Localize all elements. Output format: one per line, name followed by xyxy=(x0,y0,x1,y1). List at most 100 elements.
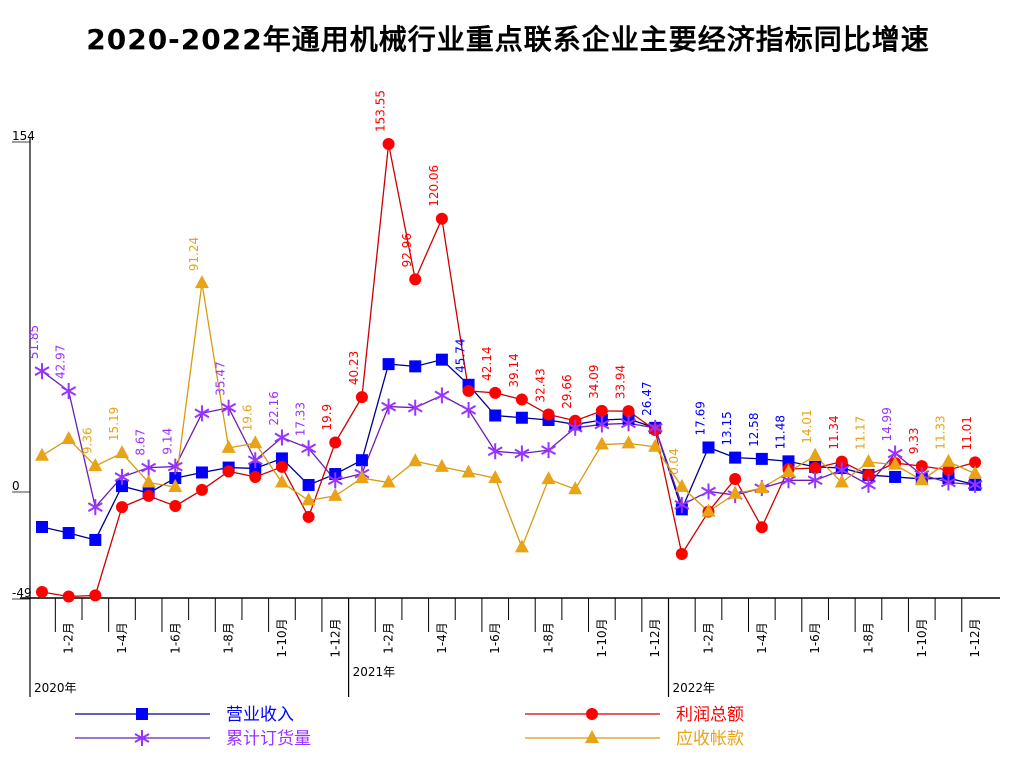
data-label: 29.66 xyxy=(560,374,574,408)
data-point-3 xyxy=(568,481,583,495)
x-tick-label: 1-2月 xyxy=(702,622,716,654)
data-point-1 xyxy=(115,501,128,514)
data-point-0 xyxy=(702,441,715,454)
data-point-0 xyxy=(275,452,288,465)
data-label: 12.58 xyxy=(747,413,761,447)
data-label: 34.09 xyxy=(587,364,601,398)
data-label: 39.14 xyxy=(507,353,521,387)
data-point-2 xyxy=(247,452,263,469)
data-label: 17.69 xyxy=(694,401,708,435)
data-point-1 xyxy=(275,460,288,473)
x-tick-label: 1-6月 xyxy=(168,622,182,654)
x-tick-label: 1-4月 xyxy=(435,622,449,654)
legend-marker xyxy=(585,730,599,743)
data-point-1 xyxy=(622,405,635,418)
data-label: 35.47 xyxy=(214,361,228,395)
data-point-1 xyxy=(755,521,768,534)
data-point-3 xyxy=(168,479,183,492)
x-tick-label: 1-12月 xyxy=(968,618,982,657)
data-label: 11.33 xyxy=(933,415,947,449)
x-tick-label: 1-2月 xyxy=(382,622,396,654)
data-point-1 xyxy=(195,483,208,496)
data-point-3 xyxy=(274,474,289,488)
data-point-1 xyxy=(515,393,528,406)
data-point-0 xyxy=(195,466,208,479)
data-label: 11.17 xyxy=(853,416,867,450)
x-tick-label: 1-6月 xyxy=(488,622,502,654)
data-label: 26.47 xyxy=(640,382,654,416)
x-tick-label: 1-8月 xyxy=(542,622,556,654)
data-point-3 xyxy=(114,445,129,459)
data-label: 9.14 xyxy=(160,428,174,455)
data-point-3 xyxy=(488,470,503,484)
data-point-2 xyxy=(647,419,663,436)
data-point-1 xyxy=(915,460,928,473)
data-point-2 xyxy=(860,476,876,493)
data-point-0 xyxy=(889,470,902,483)
legend-label: 累计订货量 xyxy=(226,729,311,749)
x-tick-label: 1-10月 xyxy=(595,618,609,657)
legend-marker xyxy=(136,708,148,720)
legend-marker xyxy=(586,708,598,720)
data-point-3 xyxy=(968,465,983,479)
data-point-3 xyxy=(248,435,263,449)
data-point-1 xyxy=(969,456,982,469)
data-point-1 xyxy=(302,510,315,523)
data-point-1 xyxy=(62,590,75,603)
data-point-1 xyxy=(462,384,475,397)
data-point-3 xyxy=(728,485,743,499)
data-point-0 xyxy=(115,480,128,493)
data-label: 11.01 xyxy=(960,416,974,450)
x-tick-label: 1-8月 xyxy=(861,622,875,654)
data-label: 120.06 xyxy=(427,165,441,207)
data-label: 9.33 xyxy=(907,427,921,454)
data-label: 40.23 xyxy=(347,351,361,385)
data-point-0 xyxy=(409,360,422,373)
x-tick-label: 1-4月 xyxy=(115,622,129,654)
data-point-3 xyxy=(861,454,876,468)
data-label: 42.14 xyxy=(480,346,494,380)
data-point-1 xyxy=(862,468,875,481)
data-label: 15.19 xyxy=(107,407,121,441)
data-point-3 xyxy=(354,470,369,484)
data-point-3 xyxy=(434,458,449,472)
data-label: 45.74 xyxy=(454,338,468,372)
data-point-1 xyxy=(435,212,448,225)
data-point-3 xyxy=(221,439,236,453)
x-tick-label: 1-12月 xyxy=(328,618,342,657)
data-point-3 xyxy=(834,474,849,488)
data-point-3 xyxy=(594,436,609,450)
data-point-1 xyxy=(249,470,262,483)
data-label: 11.48 xyxy=(773,415,787,449)
data-point-2 xyxy=(674,496,690,513)
data-point-2 xyxy=(141,459,157,476)
data-label: 0.04 xyxy=(667,448,681,475)
data-point-2 xyxy=(381,398,397,415)
y-tick-label: 0 xyxy=(12,479,20,493)
data-label: 14.99 xyxy=(880,407,894,441)
data-point-0 xyxy=(62,527,75,540)
legend-label: 应收帐款 xyxy=(676,729,744,749)
data-point-1 xyxy=(329,436,342,449)
data-point-3 xyxy=(621,435,636,449)
data-point-3 xyxy=(194,275,209,289)
x-tick-label: 1-10月 xyxy=(275,618,289,657)
data-point-0 xyxy=(435,353,448,366)
data-label: 19.6 xyxy=(240,404,254,431)
data-point-2 xyxy=(461,401,477,418)
data-point-3 xyxy=(541,471,556,485)
x-tick-label: 1-2月 xyxy=(62,622,76,654)
data-point-2 xyxy=(541,442,557,459)
data-point-3 xyxy=(461,464,476,478)
legend-label: 营业收入 xyxy=(226,705,294,725)
data-point-2 xyxy=(87,499,103,516)
data-label: 51.85 xyxy=(27,325,41,359)
data-point-2 xyxy=(407,399,423,416)
data-point-0 xyxy=(169,472,182,485)
data-point-2 xyxy=(514,445,530,462)
data-point-0 xyxy=(355,454,368,467)
data-label: 32.43 xyxy=(534,368,548,402)
data-point-0 xyxy=(489,409,502,422)
data-point-3 xyxy=(61,430,76,444)
data-point-0 xyxy=(755,452,768,465)
